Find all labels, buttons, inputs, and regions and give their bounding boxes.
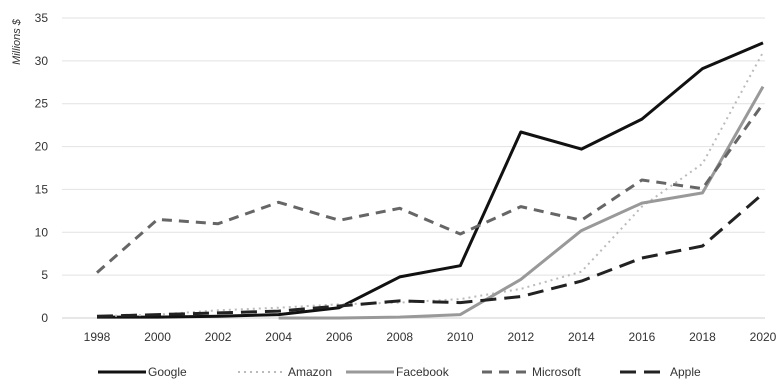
y-tick-label: 25 — [35, 97, 49, 111]
gridlines — [62, 17, 765, 319]
series-line-amazon — [96, 51, 764, 318]
x-tick-label: 2008 — [386, 330, 413, 344]
x-tick-label: 2020 — [750, 330, 777, 344]
y-tick-label: 0 — [41, 311, 48, 325]
series-line-google — [97, 41, 764, 319]
y-tick-label: 30 — [35, 54, 49, 68]
x-tick-label: 2000 — [144, 330, 171, 344]
series-line-microsoft — [96, 102, 765, 274]
y-tick-label: 20 — [35, 140, 49, 154]
legend-label-microsoft: Microsoft — [532, 365, 581, 379]
x-tick-label: 2018 — [689, 330, 716, 344]
y-tick-label: 5 — [41, 268, 48, 282]
x-tick-label: 2002 — [205, 330, 232, 344]
x-tick-label: 1998 — [84, 330, 111, 344]
x-axis-ticks: 1998 2000 2002 2004 2006 2008 2010 2012 2014 2016… — [84, 330, 777, 344]
series-line-facebook — [278, 85, 765, 320]
series-line-apple — [96, 192, 764, 318]
y-axis-label: Millions $ — [11, 18, 23, 65]
legend-label-google: Google — [148, 365, 187, 379]
x-tick-label: 2014 — [568, 330, 595, 344]
series-lines — [96, 41, 765, 320]
legend-label-apple: Apple — [670, 365, 701, 379]
y-tick-label: 35 — [35, 11, 49, 25]
y-axis-ticks: 0 5 10 15 20 25 30 35 — [35, 11, 49, 325]
legend-label-amazon: Amazon — [288, 365, 332, 379]
y-tick-label: 10 — [35, 225, 49, 239]
x-tick-label: 2004 — [265, 330, 292, 344]
x-tick-label: 2006 — [326, 330, 353, 344]
x-tick-label: 2010 — [447, 330, 474, 344]
y-tick-label: 15 — [35, 182, 49, 196]
legend-label-facebook: Facebook — [396, 365, 450, 379]
x-tick-label: 2016 — [629, 330, 656, 344]
legend: Google Amazon Facebook Microsoft Apple — [98, 365, 701, 379]
x-tick-label: 2012 — [507, 330, 534, 344]
